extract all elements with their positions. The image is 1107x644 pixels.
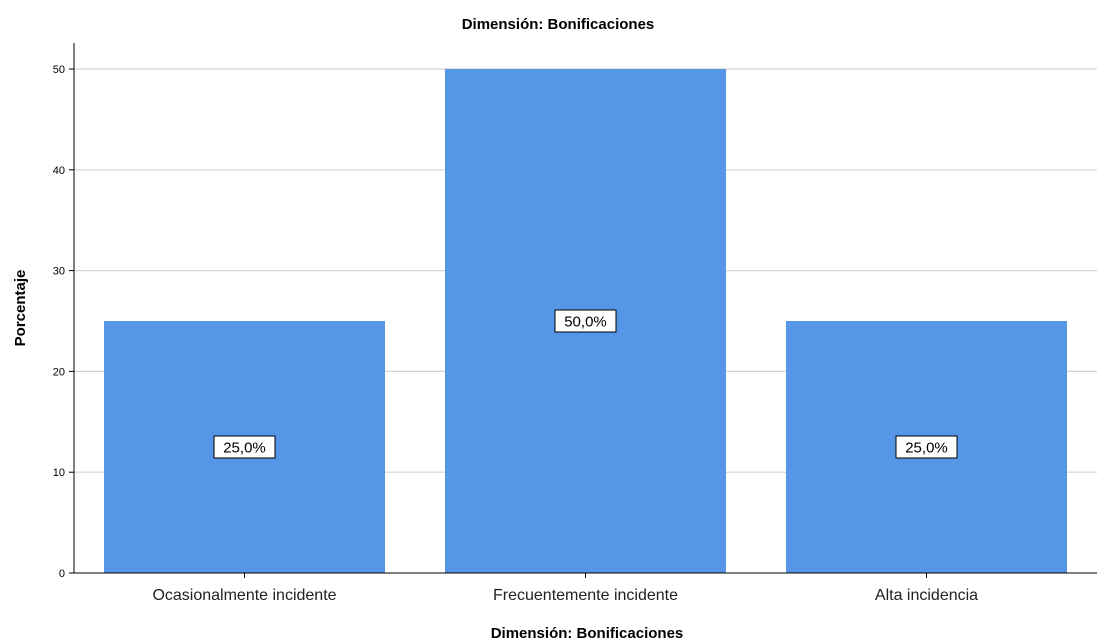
x-axis-ticks: Ocasionalmente incidente Frecuentemente i… (152, 573, 978, 604)
chart-title: Dimensión: Bonificaciones (462, 16, 655, 33)
y-axis-title: Porcentaje (12, 270, 29, 347)
data-label: 25,0% (223, 440, 266, 457)
x-tick-label: Ocasionalmente incidente (152, 587, 336, 604)
x-tick-label: Alta incidencia (875, 587, 978, 604)
y-tick-label: 10 (53, 467, 65, 479)
data-label-box (554, 309, 617, 333)
data-label-box (895, 435, 958, 459)
x-tick-label: Frecuentemente incidente (493, 587, 678, 604)
data-label-box (213, 435, 276, 459)
data-label: 25,0% (905, 440, 948, 457)
y-tick-label: 30 (53, 266, 65, 278)
y-tick-label: 40 (53, 165, 65, 177)
data-label: 50,0% (564, 314, 607, 331)
y-tick-label: 50 (53, 64, 65, 76)
y-tick-label: 20 (53, 366, 65, 378)
x-axis-title: Dimensión: Bonificaciones (491, 625, 684, 642)
y-axis-ticks: 0 10 20 30 40 50 (53, 64, 74, 580)
data-labels: 25,0% 50,0% 25,0% (213, 309, 958, 459)
y-tick-label: 0 (59, 568, 65, 580)
